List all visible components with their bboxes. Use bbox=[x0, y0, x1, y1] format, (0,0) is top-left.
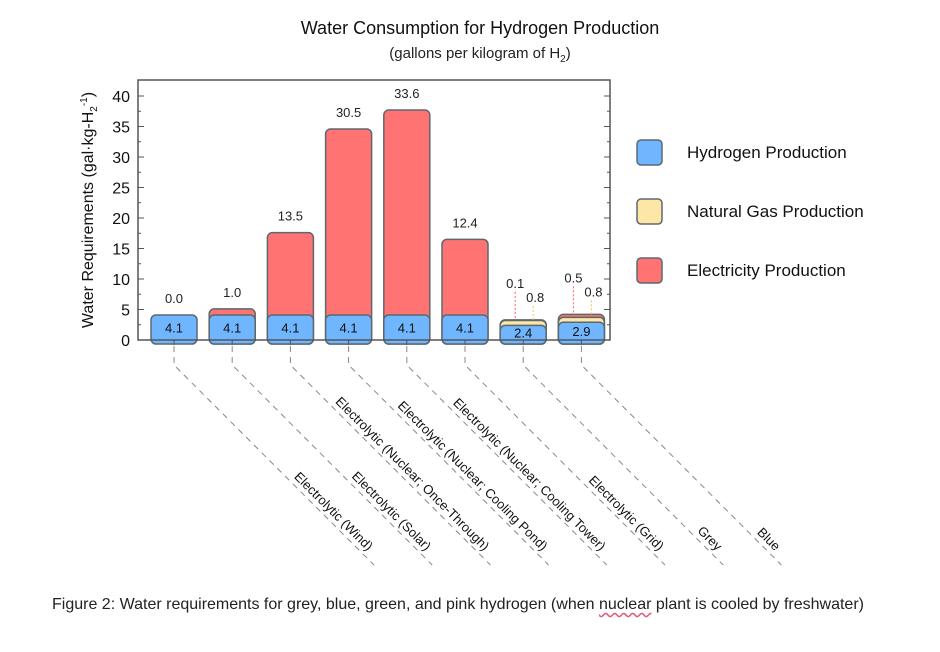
y-ticks: 0 5 10 15 20 25 30 35 40 bbox=[112, 89, 610, 350]
bar-label-hydrogen: 4.1 bbox=[456, 320, 474, 335]
legend-swatch bbox=[636, 198, 663, 225]
bar-label-electricity: 33.6 bbox=[394, 86, 419, 101]
y-axis-label: Water Requirements (gal·kg-H2-1) bbox=[79, 92, 100, 328]
spellcheck-flagged-word[interactable]: nuclear bbox=[598, 596, 652, 613]
x-labels: Electrolytic (Wind)Electrolytic (Solar)E… bbox=[173, 340, 783, 566]
leader-line bbox=[522, 346, 724, 566]
chart-title: Water Consumption for Hydrogen Productio… bbox=[301, 18, 660, 38]
y-tick-label: 40 bbox=[112, 89, 130, 106]
bar-label-electricity: 0.1 bbox=[506, 276, 524, 291]
bars: 4.1 0.0 4.1 1.0 4.1 13.5 4.1 30.5 4.1 33.6 4.1 12.4… bbox=[150, 86, 606, 345]
legend-swatch bbox=[636, 257, 663, 284]
plot-frame bbox=[137, 79, 611, 341]
legend-swatch bbox=[636, 139, 663, 166]
bar-label-electricity: 0.5 bbox=[564, 270, 582, 285]
x-category-label: Grey bbox=[695, 523, 726, 554]
legend: Hydrogen Production Natural Gas Productio… bbox=[636, 139, 864, 284]
chart: Water Consumption for Hydrogen Productio… bbox=[79, 18, 864, 566]
x-category-label: Blue bbox=[754, 525, 783, 554]
chart-subtitle: (gallons per kilogram of H2) bbox=[389, 45, 570, 65]
bar-label-electricity: 0.0 bbox=[165, 291, 183, 306]
bar-label-hydrogen: 4.1 bbox=[165, 320, 183, 335]
bar-label-natural-gas: 0.8 bbox=[584, 284, 602, 299]
bar-label-hydrogen: 4.1 bbox=[281, 320, 299, 335]
bar-label-electricity: 12.4 bbox=[452, 215, 477, 230]
y-tick-label: 20 bbox=[112, 211, 130, 228]
bar-segment-electricity-production bbox=[324, 128, 373, 345]
bar-label-hydrogen: 2.9 bbox=[572, 324, 590, 339]
bar-label-hydrogen: 4.1 bbox=[223, 320, 241, 335]
y-tick-label: 5 bbox=[121, 303, 130, 320]
bar-label-electricity: 30.5 bbox=[336, 105, 361, 120]
bar-label-hydrogen: 4.1 bbox=[340, 320, 358, 335]
bar-segment-electricity-production bbox=[383, 109, 431, 345]
y-tick-label: 10 bbox=[112, 272, 130, 289]
legend-label: Natural Gas Production bbox=[687, 202, 864, 221]
bar-label-electricity: 13.5 bbox=[278, 209, 303, 224]
y-tick-label: 15 bbox=[112, 242, 130, 259]
y-tick-label: 35 bbox=[112, 120, 130, 137]
leader-line bbox=[580, 346, 782, 566]
bar-label-hydrogen: 2.4 bbox=[514, 326, 532, 341]
bar-label-natural-gas: 0.8 bbox=[526, 290, 544, 305]
y-tick-label: 25 bbox=[112, 181, 130, 198]
y-tick-label: 0 bbox=[121, 333, 130, 350]
bar-label-electricity: 1.0 bbox=[223, 285, 241, 300]
bar-label-hydrogen: 4.1 bbox=[398, 320, 416, 335]
legend-label: Hydrogen Production bbox=[687, 143, 847, 162]
y-tick-label: 30 bbox=[112, 150, 130, 167]
figure-caption: Figure 2: Water requirements for grey, b… bbox=[52, 596, 864, 613]
legend-label: Electricity Production bbox=[687, 261, 846, 280]
